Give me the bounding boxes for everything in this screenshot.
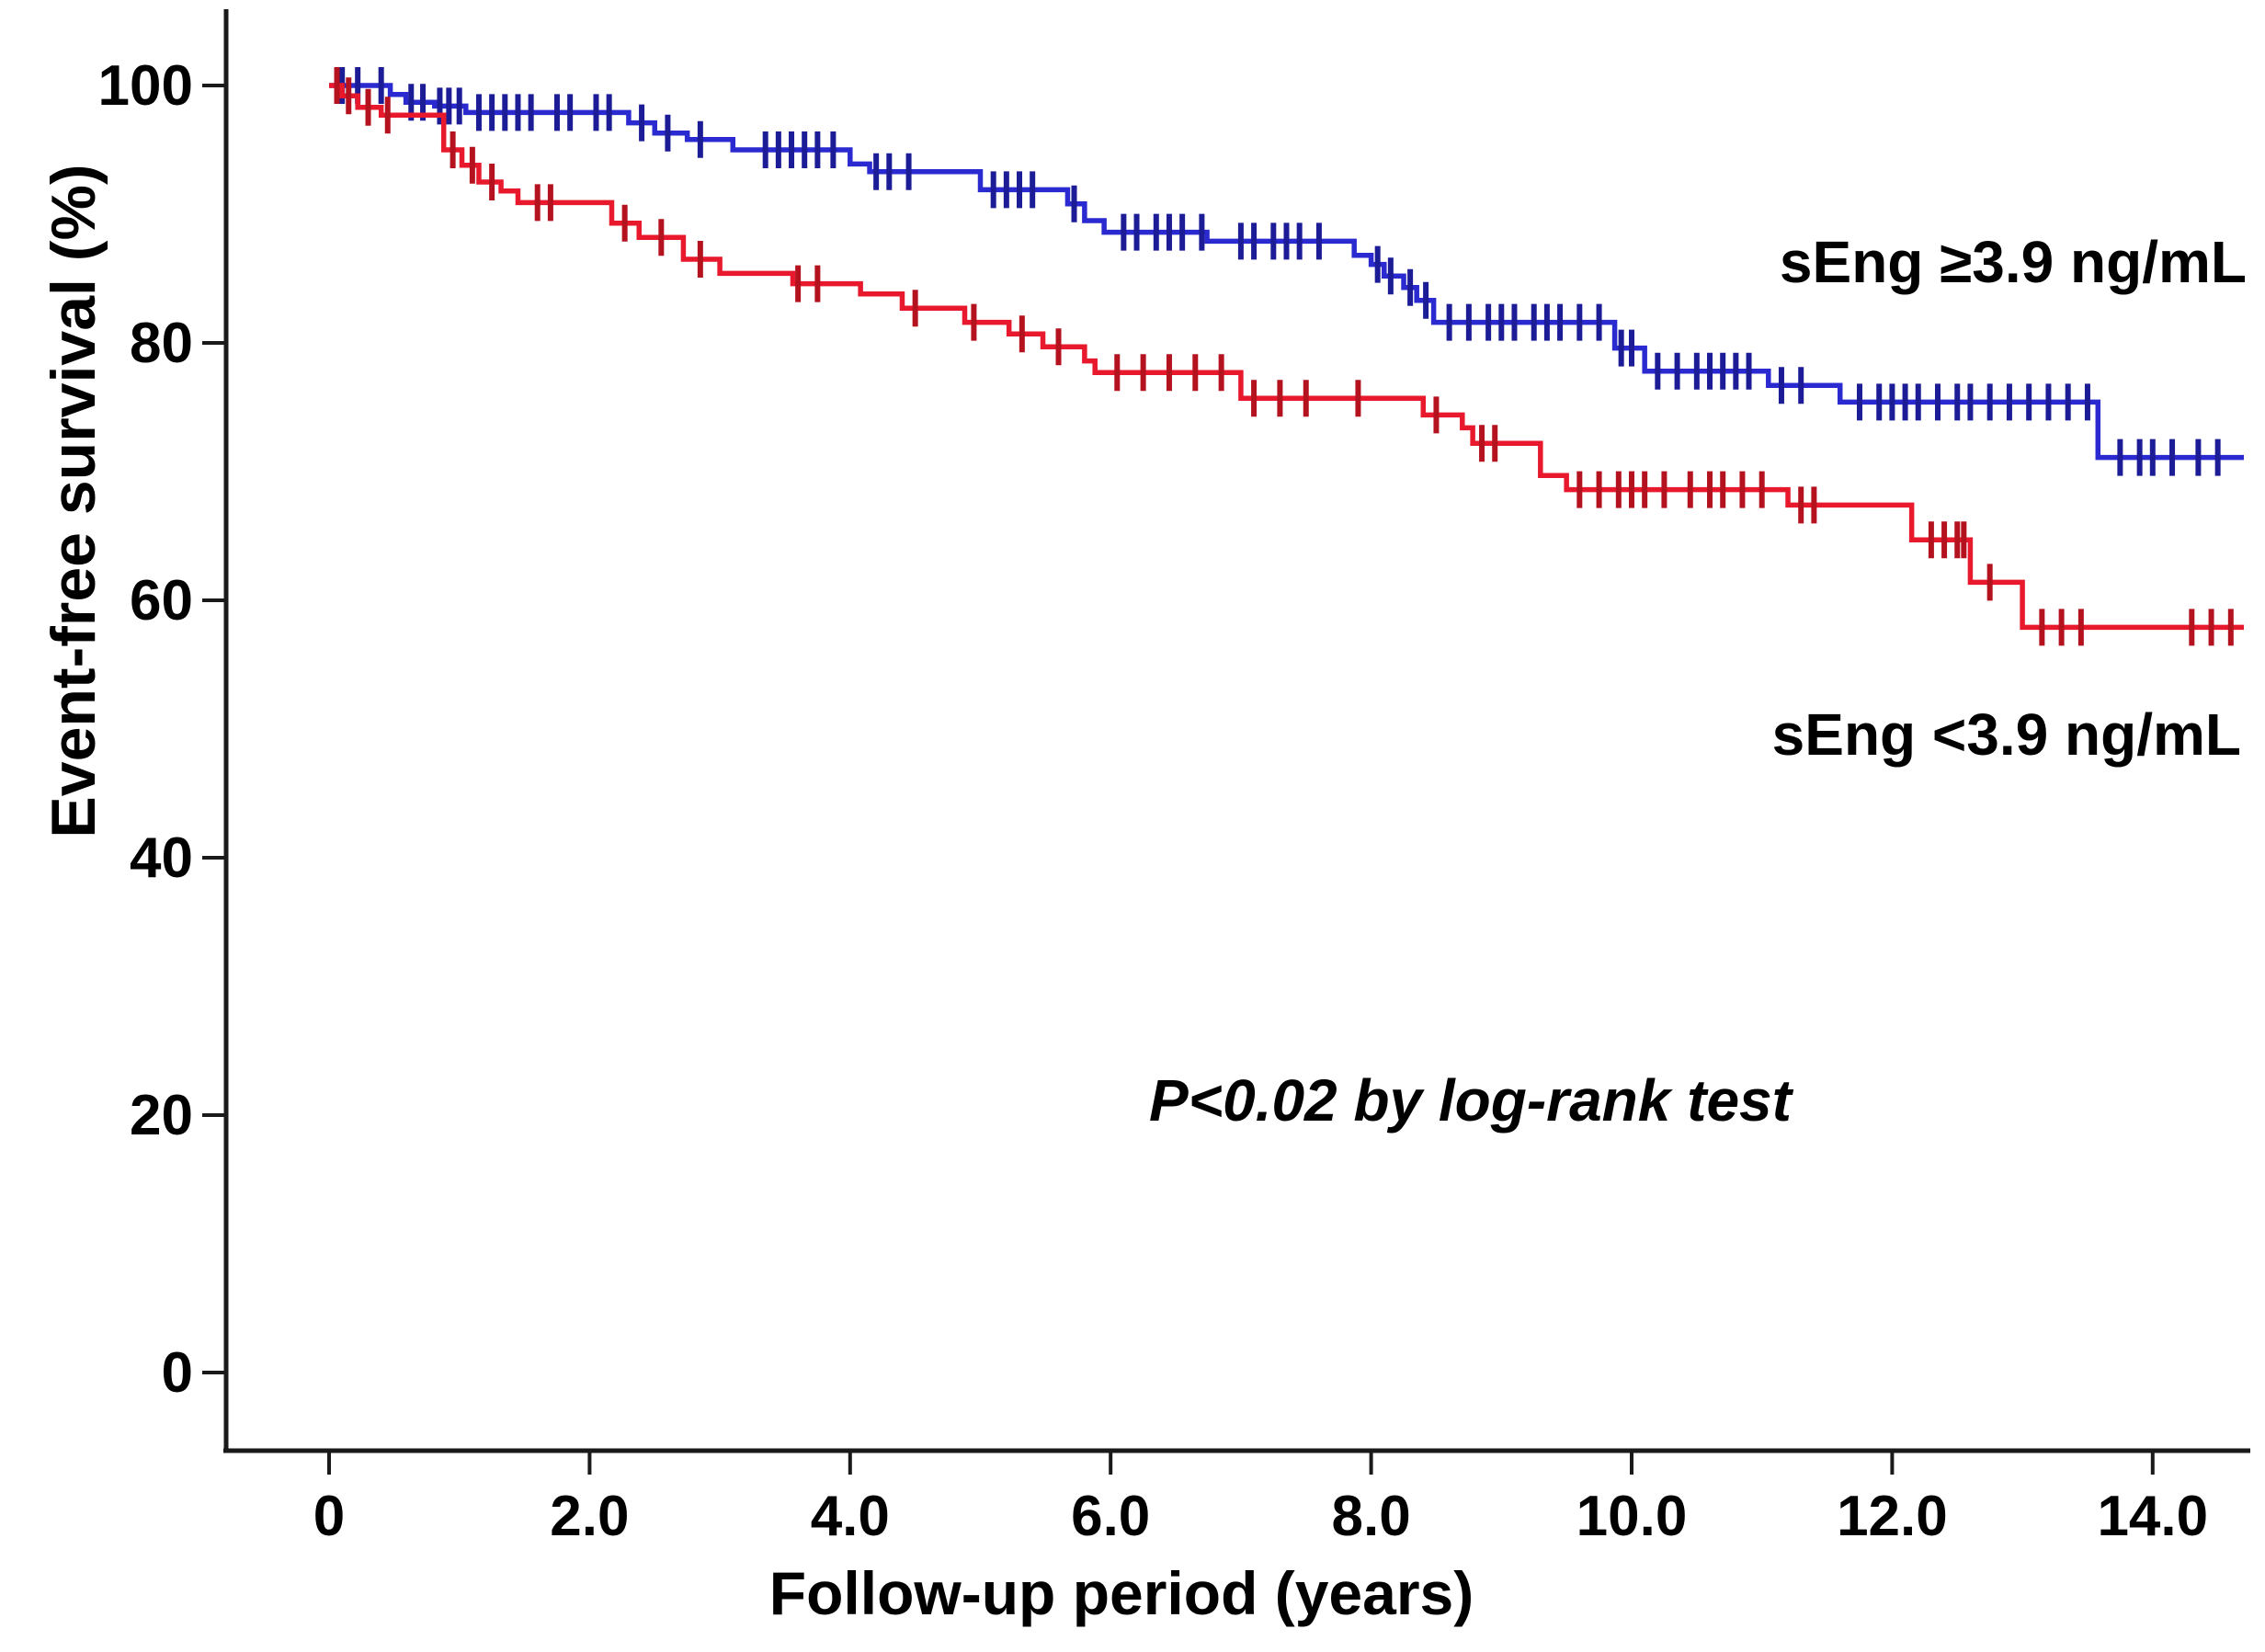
p-value-annotation: P<0.02 by log-rank test [1149, 1067, 1792, 1134]
y-tick-label: 100 [98, 54, 193, 118]
x-tick-label: 12.0 [1837, 1485, 1948, 1548]
y-tick-label: 40 [130, 826, 193, 890]
y-tick-label: 80 [130, 312, 193, 375]
x-tick-label: 8.0 [1331, 1485, 1410, 1548]
x-tick-label: 14.0 [2097, 1485, 2208, 1548]
x-axis-title: Follow-up period (years) [768, 1559, 1474, 1627]
x-tick-label: 2.0 [550, 1485, 629, 1548]
survival-curve-seng-low [329, 83, 2244, 631]
y-axis-title: Event-free survival (%) [39, 164, 108, 838]
y-tick-label: 0 [162, 1341, 193, 1405]
legend-label-seng-low: sEng <3.9 ng/mL [1771, 701, 2241, 768]
x-tick-label: 6.0 [1071, 1485, 1150, 1548]
y-tick-label: 60 [130, 569, 193, 632]
legend-label-seng-high: sEng ≥3.9 ng/mL [1779, 229, 2247, 295]
x-tick-label: 0 [313, 1485, 345, 1548]
x-tick-label: 10.0 [1576, 1485, 1688, 1548]
y-tick-label: 20 [130, 1084, 193, 1147]
x-tick-label: 4.0 [811, 1485, 890, 1548]
